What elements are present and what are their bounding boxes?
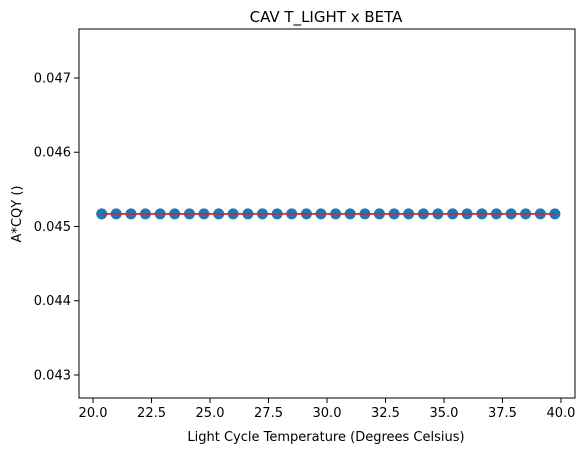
- chart-title: CAV T_LIGHT x BETA: [250, 8, 403, 27]
- y-tick-label: 0.047: [34, 72, 71, 87]
- y-tick-label: 0.046: [34, 146, 71, 161]
- x-tick-label: 35.0: [430, 406, 459, 421]
- x-tick-label: 32.5: [371, 406, 400, 421]
- x-tick-label: 22.5: [137, 406, 166, 421]
- y-tick-label: 0.044: [34, 294, 71, 309]
- x-tick-label: 27.5: [254, 406, 283, 421]
- x-axis-label: Light Cycle Temperature (Degrees Celsius…: [187, 430, 464, 445]
- y-axis: 0.043 0.044 0.045 0.046 0.047: [34, 72, 79, 383]
- x-axis: 20.0 22.5 25.0 27.5 30.0 32.5 35.0 37.5 40.0: [79, 398, 575, 421]
- x-tick-label: 37.5: [488, 406, 517, 421]
- y-tick-label: 0.043: [34, 368, 71, 383]
- x-tick-label: 40.0: [546, 406, 575, 421]
- x-tick-label: 20.0: [79, 406, 108, 421]
- x-tick-label: 30.0: [313, 406, 342, 421]
- x-tick-label: 25.0: [196, 406, 225, 421]
- y-axis-label: A*CQY (): [10, 186, 25, 243]
- series-layer: [96, 208, 561, 220]
- y-tick-label: 0.045: [34, 220, 71, 235]
